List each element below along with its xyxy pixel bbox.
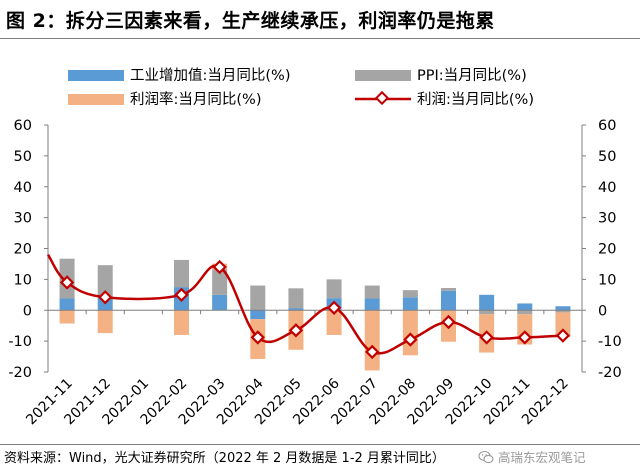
left-y-axis: -20 -10 0 10 20 30 40 50 60 (8, 118, 49, 381)
profit-point (517, 330, 532, 345)
left-tick-label: -20 (8, 365, 32, 381)
source-note: 资料来源：Wind，光大证券研究所（2022 年 2 月数据是 1-2 月累计同… (4, 451, 445, 466)
profit-point (98, 290, 113, 305)
bar-ppi (402, 290, 418, 298)
left-tick-label: 0 (23, 303, 32, 319)
legend-swatch (355, 70, 411, 81)
right-tick-label: -10 (598, 334, 622, 350)
title-divider (0, 38, 640, 39)
right-tick-label: 50 (598, 149, 616, 165)
right-tick-label: 20 (598, 242, 616, 258)
profit-point (555, 328, 571, 343)
bar-industrial (59, 298, 75, 311)
x-axis-labels: 2021-112021-122022-012022-022022-032022-… (23, 375, 572, 428)
bar-ppi (479, 310, 495, 315)
bar-margin (364, 310, 380, 371)
right-tick-label: 40 (598, 180, 616, 196)
bar-series (59, 258, 571, 371)
bar-industrial (441, 290, 456, 311)
right-tick-label: 30 (598, 211, 616, 227)
watermark: 高瑞东宏观笔记 (478, 447, 586, 466)
legend-swatch (68, 70, 124, 81)
bar-industrial (212, 294, 228, 311)
legend-label: PPI:当月同比(%) (417, 67, 527, 84)
profit-point (441, 314, 456, 330)
profit-point (479, 330, 494, 345)
right-tick-label: 10 (598, 272, 616, 288)
profit-line (46, 253, 563, 355)
chart-title: 图 2：拆分三因素来看，生产继续承压，利润率仍是拖累 (6, 10, 495, 32)
profit-point (59, 275, 75, 290)
watermark-text: 高瑞东宏观笔记 (498, 450, 586, 465)
profit-point (288, 323, 304, 338)
bar-ppi (517, 310, 533, 315)
legend-label: 利润率:当月同比(%) (130, 91, 261, 108)
bar-industrial (517, 303, 533, 311)
legend-marker-swatch (374, 90, 390, 106)
bar-ppi (212, 269, 228, 295)
left-tick-label: -10 (8, 334, 32, 350)
bar-industrial (479, 294, 495, 311)
left-tick-label: 10 (14, 272, 32, 288)
wechat-logo-icon (478, 450, 494, 463)
left-tick-label: 20 (14, 242, 32, 258)
chart-legend: 工业增加值:当月同比(%) PPI:当月同比(%) 利润率:当月同比(%) 利润:当月… (68, 67, 534, 108)
left-tick-label: 50 (14, 149, 32, 165)
bar-industrial (288, 308, 304, 311)
bar-ppi (441, 288, 456, 291)
right-tick-label: 0 (598, 303, 607, 319)
profit-point (365, 344, 380, 360)
legend-label: 工业增加值:当月同比(%) (130, 67, 290, 84)
right-y-axis: -20 -10 0 10 20 30 40 50 60 (581, 118, 622, 381)
chart-svg: 工业增加值:当月同比(%) PPI:当月同比(%) 利润率:当月同比(%) 利润:当月… (8, 67, 622, 428)
left-tick-label: 30 (14, 211, 32, 227)
bar-margin (326, 310, 342, 335)
bar-industrial (250, 310, 266, 320)
zero-axis (47, 309, 583, 315)
profit-point (212, 259, 227, 275)
profit-line-series (46, 253, 571, 360)
right-tick-label: 60 (598, 118, 616, 134)
bar-industrial (402, 297, 418, 311)
bar-ppi (250, 285, 266, 311)
profit-point (403, 332, 418, 347)
left-tick-label: 60 (14, 118, 32, 134)
legend-label: 利润:当月同比(%) (417, 91, 534, 108)
bar-ppi (288, 288, 304, 309)
bar-ppi (364, 285, 380, 299)
profit-point (174, 287, 189, 303)
bar-ppi (326, 279, 342, 299)
bar-industrial (555, 306, 571, 311)
right-tick-label: -20 (598, 365, 622, 381)
bar-margin (59, 310, 75, 324)
bar-industrial (364, 298, 380, 311)
profit-point (250, 330, 265, 345)
bar-ppi (555, 310, 571, 313)
legend-swatch (68, 94, 124, 105)
footer-divider (0, 444, 640, 445)
bar-margin (97, 310, 113, 334)
bar-margin (174, 310, 189, 335)
bar-ppi (97, 265, 113, 297)
bar-margin (555, 312, 571, 338)
left-tick-label: 40 (14, 180, 32, 196)
profit-point (326, 300, 342, 315)
bar-ppi (174, 259, 189, 288)
